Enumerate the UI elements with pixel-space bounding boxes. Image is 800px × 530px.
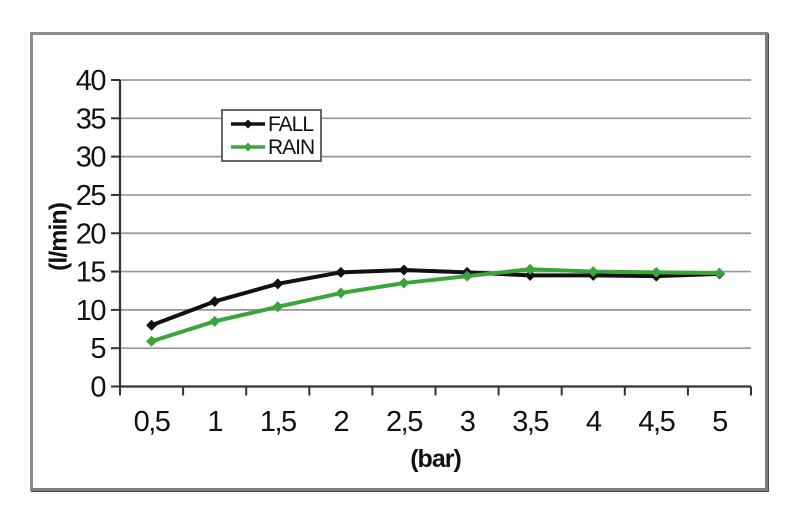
chart-figure: 0 5 10 15 20 25 30 35 40 0,5 1 1,5 2 2,5 3 3,5 4 4,5 5 FAL…	[30, 32, 768, 491]
y-tick-label: 25	[76, 180, 106, 212]
x-tick-label: 5	[712, 406, 727, 438]
x-tick-label: 1	[207, 406, 222, 438]
data-point-marker	[146, 319, 158, 331]
x-tick-label: 4,5	[638, 406, 674, 438]
data-point-marker	[146, 335, 158, 347]
x-tick-label: 4	[586, 406, 602, 438]
series-fall	[146, 264, 725, 331]
data-point-marker	[209, 295, 221, 307]
chart-legend: FALL RAIN	[221, 109, 322, 162]
data-point-marker	[461, 270, 473, 282]
y-tick-label: 10	[76, 295, 106, 327]
rain-line-marker-icon	[231, 142, 265, 152]
y-tick-label: 0	[90, 372, 105, 404]
x-tick-label: 3,5	[512, 406, 548, 438]
legend-label-fall: FALL	[268, 112, 314, 136]
axes	[111, 79, 752, 396]
legend-entry-fall: FALL	[230, 112, 320, 136]
x-tick-label: 2	[334, 406, 349, 438]
y-tick-label: 35	[76, 103, 106, 135]
y-tick-label: 15	[76, 257, 106, 289]
data-point-marker	[272, 278, 284, 290]
data-point-marker	[587, 266, 599, 278]
fall-line-marker-icon	[231, 119, 265, 129]
y-tick-label: 40	[76, 65, 106, 97]
data-point-marker	[650, 266, 662, 278]
y-axis-title: (l/min)	[44, 203, 73, 271]
data-point-marker	[209, 315, 221, 327]
data-point-marker	[335, 287, 347, 299]
x-tick-label: 1,5	[260, 406, 296, 438]
y-tick-label: 20	[76, 218, 106, 250]
x-tick-label: 2,5	[386, 406, 422, 438]
y-tick-label: 5	[90, 333, 105, 365]
gridlines	[120, 79, 751, 350]
x-tick-label: 3	[460, 406, 475, 438]
x-axis-title: (bar)	[410, 445, 462, 473]
data-point-marker	[272, 301, 284, 313]
series-rain	[146, 263, 725, 347]
legend-label-rain: RAIN	[268, 135, 315, 159]
y-tick-label: 30	[76, 142, 106, 174]
data-point-marker	[335, 266, 347, 278]
data-point-marker	[398, 264, 410, 276]
legend-entry-rain: RAIN	[230, 135, 320, 159]
x-tick-label: 0,5	[134, 406, 170, 438]
data-point-marker	[713, 267, 725, 279]
tick-labels: 0 5 10 15 20 25 30 35 40 0,5 1 1,5 2 2,5 3 3,5 4 4,5 5	[76, 65, 729, 438]
data-point-marker	[524, 269, 536, 281]
data-point-marker	[524, 263, 536, 275]
chart-plot-area: 0 5 10 15 20 25 30 35 40 0,5 1 1,5 2 2,5 3 3,5 4 4,5 5	[76, 65, 752, 438]
data-point-marker	[398, 277, 410, 289]
